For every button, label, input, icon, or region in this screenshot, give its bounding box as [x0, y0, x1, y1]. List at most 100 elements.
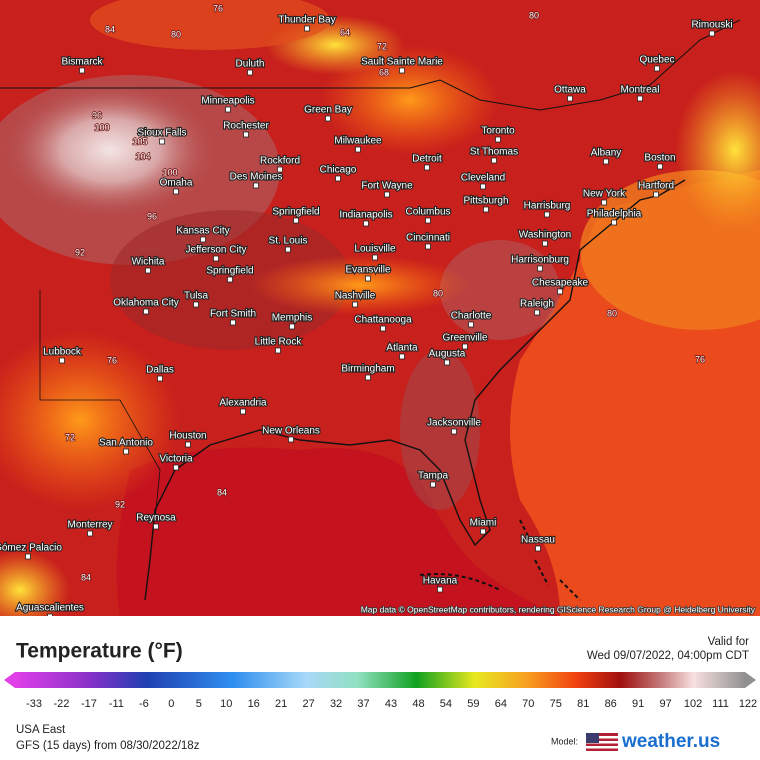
city-dot [603, 158, 609, 165]
city-dot [611, 219, 617, 226]
city-label: Toronto [481, 126, 515, 137]
city-label: Cleveland [461, 173, 505, 184]
city-label: Ottawa [554, 85, 586, 96]
city-label: Albany [591, 148, 622, 159]
heat-band [440, 240, 560, 340]
city-label: Evansville [345, 265, 390, 276]
contour-label: 100 [94, 122, 109, 132]
city-dot [451, 428, 457, 435]
city-label: Cincinnati [406, 233, 450, 244]
city-dot [157, 375, 163, 382]
city-label: Thunder Bay [278, 15, 335, 26]
city-label: Montreal [621, 85, 660, 96]
city-dot [285, 246, 291, 253]
city-dot [709, 30, 715, 37]
city-dot [365, 374, 371, 381]
city-label: Boston [644, 153, 675, 164]
contour-label: 80 [529, 10, 539, 20]
scale-tick-label: 91 [632, 698, 644, 710]
contour-label: 68 [379, 67, 389, 77]
scale-tick-label: 43 [385, 698, 397, 710]
city-dot [437, 586, 443, 593]
city-label: Dallas [146, 365, 174, 376]
city-dot [430, 481, 436, 488]
city-label: Aguascalientes [16, 603, 84, 614]
city-label: Harrisburg [524, 201, 571, 212]
contour-label: 104 [135, 151, 150, 161]
city-dot [557, 288, 563, 295]
contour-label: 80 [607, 308, 617, 318]
city-dot [365, 275, 371, 282]
scale-tick-label: 0 [168, 698, 174, 710]
city-dot [535, 545, 541, 552]
scale-tick-label: 75 [550, 698, 562, 710]
city-dot [654, 65, 660, 72]
city-label: Pittsburgh [463, 196, 508, 207]
city-dot [542, 240, 548, 247]
city-label: Tulsa [184, 291, 209, 302]
city-label: Hartford [638, 181, 674, 192]
city-dot [293, 217, 299, 224]
scale-tick-label: -11 [109, 698, 124, 710]
scale-tick-label: 86 [605, 698, 617, 710]
city-dot [227, 276, 233, 283]
city-label: Jacksonville [427, 418, 481, 429]
city-dot [425, 217, 431, 224]
city-dot [185, 441, 191, 448]
scale-tick-label: 16 [248, 698, 260, 710]
city-dot [288, 436, 294, 443]
city-label: Rochester [223, 121, 269, 132]
city-label: New Orleans [262, 426, 320, 437]
city-dot [468, 321, 474, 328]
scale-tick-label: 64 [495, 698, 507, 710]
city-dot [483, 206, 489, 213]
city-dot [243, 131, 249, 138]
model-run: GFS (15 days) from 08/30/2022/18z [16, 740, 200, 752]
city-label: Washington [519, 230, 571, 241]
city-dot [275, 347, 281, 354]
city-dot [537, 265, 543, 272]
legend-title: Temperature (°F) [16, 640, 183, 663]
city-dot [153, 523, 159, 530]
city-label: Monterrey [67, 520, 112, 531]
city-label: Gómez Palacio [0, 543, 62, 554]
city-label: Tampa [418, 471, 448, 482]
scale-tick-label: 59 [467, 698, 479, 710]
city-dot [240, 408, 246, 415]
city-label: Victoria [159, 454, 193, 465]
city-label: Chicago [320, 165, 357, 176]
city-label: Lubbock [43, 347, 82, 358]
city-label: Duluth [236, 59, 265, 70]
scale-tick-label: -22 [54, 698, 70, 710]
valid-time: Wed 09/07/2022, 04:00pm CDT [587, 650, 749, 662]
temperature-map: Map data © OpenStreetMap contributors, r… [0, 0, 760, 616]
great-lakes [320, 45, 500, 155]
city-dot [424, 164, 430, 171]
city-label: Omaha [160, 178, 193, 189]
city-dot [480, 183, 486, 190]
cooler-band [250, 255, 470, 315]
map-credit: Map data © OpenStreetMap contributors, r… [361, 604, 756, 614]
city-dot [25, 553, 31, 560]
scale-tick-label: 81 [577, 698, 589, 710]
city-label: Chattanooga [354, 315, 412, 326]
city-dot [143, 308, 149, 315]
city-dot [380, 325, 386, 332]
city-dot [601, 199, 607, 206]
scale-tick-label: -17 [81, 698, 97, 710]
city-dot [87, 530, 93, 537]
city-label: Sioux Falls [138, 128, 187, 139]
city-dot [399, 353, 405, 360]
cool-area [675, 70, 760, 230]
city-dot [79, 67, 85, 74]
city-label: St. Louis [269, 236, 308, 247]
contour-label: 96 [92, 110, 102, 120]
city-label: Raleigh [520, 299, 554, 310]
flag [586, 733, 618, 751]
city-label: Columbus [405, 207, 450, 218]
brand: weather.us [621, 731, 720, 752]
contour-label: 64 [340, 27, 350, 37]
scale-tick-label: 5 [196, 698, 202, 710]
islands [419, 519, 581, 601]
city-dot [657, 163, 663, 170]
